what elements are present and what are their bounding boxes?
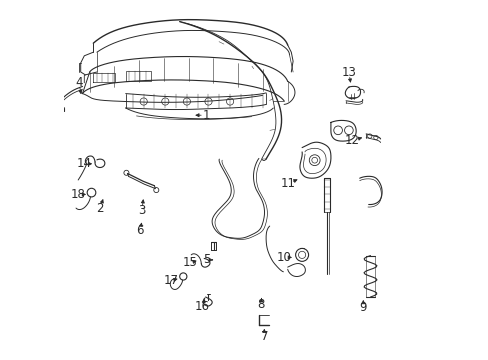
Text: 11: 11	[280, 177, 295, 190]
Text: 5: 5	[203, 253, 210, 266]
Text: 10: 10	[276, 251, 291, 264]
Text: 16: 16	[195, 300, 209, 313]
Text: 18: 18	[71, 188, 85, 201]
Text: 1: 1	[203, 109, 210, 122]
Text: 15: 15	[182, 256, 197, 269]
Text: 4: 4	[75, 76, 82, 89]
Text: 9: 9	[359, 301, 366, 314]
Text: 13: 13	[341, 66, 356, 78]
Text: 14: 14	[77, 157, 92, 170]
Text: 3: 3	[138, 204, 145, 217]
Text: 17: 17	[163, 274, 178, 287]
Text: 6: 6	[136, 224, 143, 237]
Text: 7: 7	[260, 330, 267, 343]
Text: 8: 8	[257, 298, 264, 311]
Text: 2: 2	[96, 202, 103, 215]
Text: 12: 12	[345, 134, 359, 147]
